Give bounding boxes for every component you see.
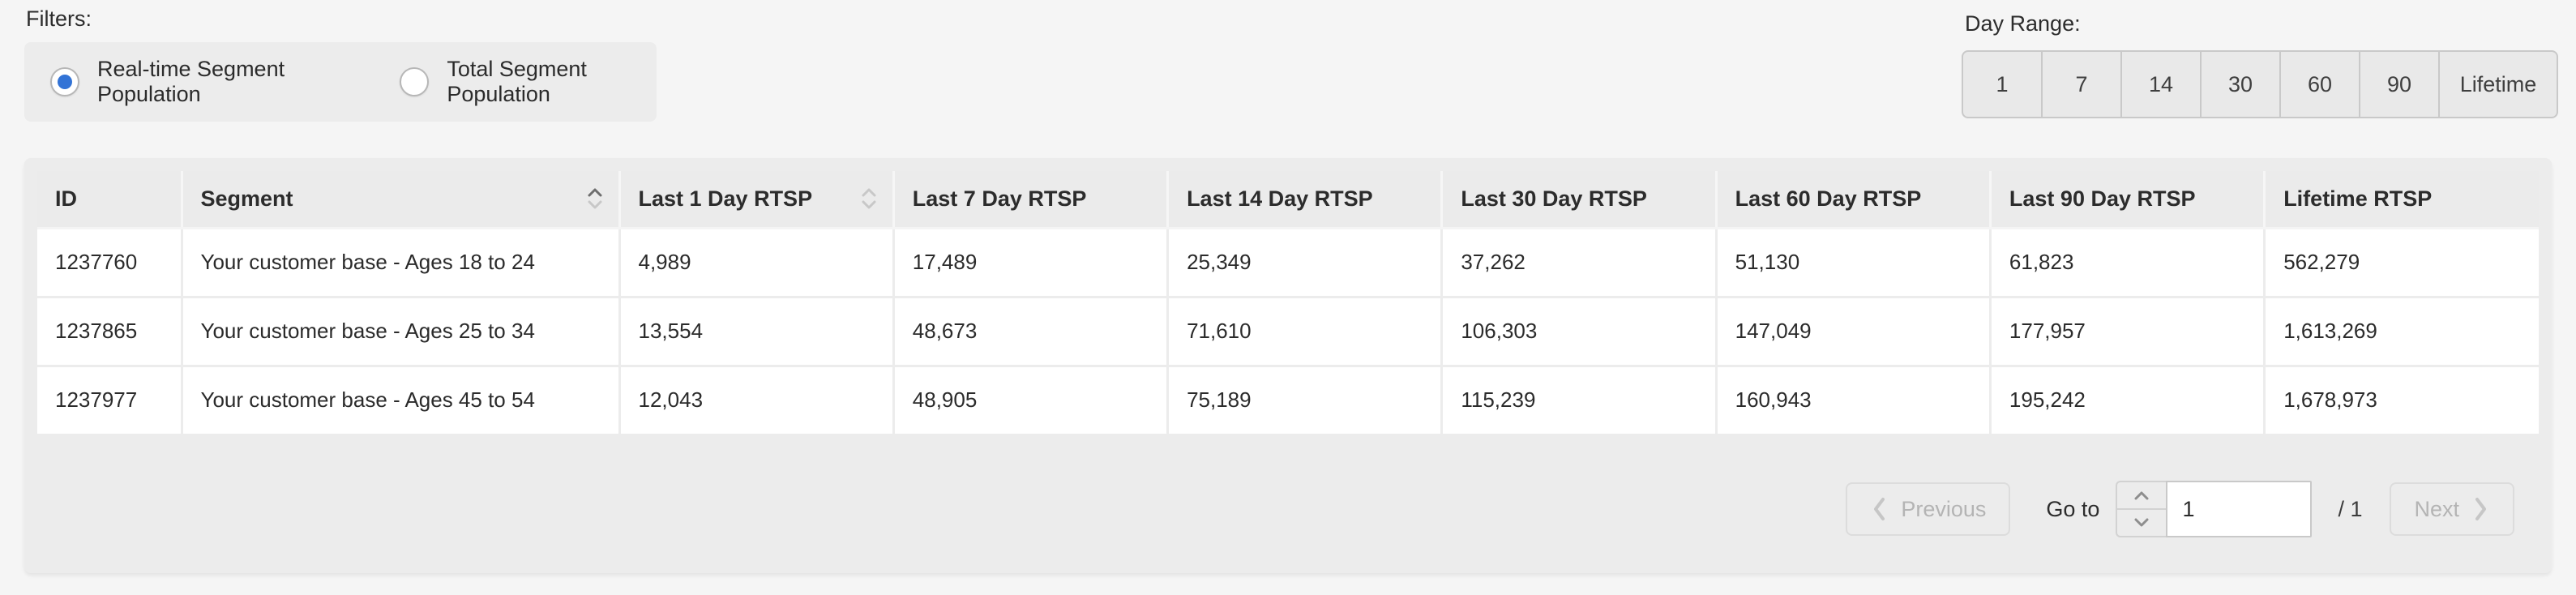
column-header-lifetime-rtsp: Lifetime RTSP (2264, 171, 2539, 229)
cell-rtsp-value: 71,610 (1167, 297, 1444, 367)
column-header-last-90-day-rtsp: Last 90 Day RTSP (1990, 171, 2266, 229)
radio-unselected-icon[interactable] (400, 67, 430, 96)
day-range-button-7[interactable]: 7 (2041, 50, 2122, 118)
column-header-label: Last 7 Day RTSP (912, 186, 1087, 211)
column-header-last-7-day-rtsp: Last 7 Day RTSP (893, 171, 1170, 229)
page-number-input[interactable] (2166, 481, 2313, 537)
cell-rtsp-value: 115,239 (1441, 366, 1718, 436)
cell-rtsp-value: 177,957 (1990, 297, 2266, 367)
next-label: Next (2414, 496, 2459, 521)
day-range-button-lifetime[interactable]: Lifetime (2438, 50, 2558, 118)
chevron-up-icon (2134, 491, 2149, 500)
cell-rtsp-value: 75,189 (1167, 366, 1444, 436)
chevron-right-icon (2475, 498, 2486, 520)
next-page-button[interactable]: Next (2390, 482, 2514, 536)
filters-label: Filters: (26, 6, 92, 31)
day-range-group: 1 7 14 30 60 90 Lifetime (1962, 50, 2558, 118)
radio-dot (407, 75, 421, 89)
column-header-label: Last 1 Day RTSP (638, 186, 813, 211)
chevron-down-icon (2134, 518, 2149, 527)
cell-id: 1237760 (37, 228, 183, 298)
day-range-button-30[interactable]: 30 (2200, 50, 2281, 118)
column-header-label: Last 60 Day RTSP (1735, 186, 1922, 211)
column-header-label: ID (55, 186, 77, 211)
cell-rtsp-value: 1,678,973 (2264, 366, 2539, 436)
table-row[interactable]: 1237760 Your customer base - Ages 18 to 2… (37, 228, 2539, 298)
column-header-last-30-day-rtsp: Last 30 Day RTSP (1441, 171, 1718, 229)
column-header-label: Lifetime RTSP (2283, 186, 2433, 211)
cell-rtsp-value: 51,130 (1716, 228, 1992, 298)
table-header-row: ID Segment Last 1 Day RTSP Last 7 Day RTSP L… (37, 171, 2539, 229)
chevron-left-icon (1874, 498, 1885, 520)
filter-radio-label: Real-time Segment Population (97, 57, 285, 106)
segment-table-card: ID Segment Last 1 Day RTSP Last 7 Day RTSP L… (24, 158, 2552, 573)
cell-rtsp-value: 1,613,269 (2264, 297, 2539, 367)
previous-page-button[interactable]: Previous (1846, 482, 2011, 536)
cell-id: 1237865 (37, 297, 183, 367)
sort-chevrons-icon[interactable] (858, 184, 879, 213)
cell-rtsp-value: 12,043 (619, 366, 895, 436)
column-header-label: Last 30 Day RTSP (1461, 186, 1647, 211)
cell-segment-name: Your customer base - Ages 45 to 54 (182, 366, 621, 436)
filter-radio-option[interactable]: Total Segment Population (400, 57, 657, 107)
column-header-last-1-day-rtsp[interactable]: Last 1 Day RTSP (619, 171, 895, 229)
goto-label: Go to (2046, 496, 2100, 521)
column-header-last-60-day-rtsp: Last 60 Day RTSP (1716, 171, 1992, 229)
cell-rtsp-value: 160,943 (1716, 366, 1992, 436)
cell-segment-name: Your customer base - Ages 18 to 24 (182, 228, 621, 298)
cell-id: 1237977 (37, 366, 183, 436)
page-stepper-down-button[interactable] (2117, 510, 2166, 536)
pagination-bar: Previous Go to / 1 Next (1846, 481, 2514, 537)
cell-rtsp-value: 147,049 (1716, 297, 1992, 367)
day-range-button-14[interactable]: 14 (2120, 50, 2202, 118)
previous-label: Previous (1901, 496, 1987, 521)
day-range-button-90[interactable]: 90 (2359, 50, 2440, 118)
filter-radio-label: Total Segment Population (447, 57, 587, 106)
cell-rtsp-value: 37,262 (1441, 228, 1718, 298)
radio-dot (58, 75, 72, 89)
day-range-label: Day Range: (1965, 11, 2081, 36)
cell-rtsp-value: 25,349 (1167, 228, 1444, 298)
cell-rtsp-value: 106,303 (1441, 297, 1718, 367)
page-stepper-up-button[interactable] (2117, 482, 2167, 510)
day-range-button-1[interactable]: 1 (1962, 50, 2043, 118)
cell-rtsp-value: 17,489 (893, 228, 1170, 298)
column-header-label: Segment (200, 186, 293, 211)
cell-rtsp-value: 13,554 (619, 297, 895, 367)
cell-rtsp-value: 61,823 (1990, 228, 2266, 298)
cell-rtsp-value: 562,279 (2264, 228, 2539, 298)
column-header-id: ID (37, 171, 183, 229)
cell-segment-name: Your customer base - Ages 25 to 34 (182, 297, 621, 367)
column-header-last-14-day-rtsp: Last 14 Day RTSP (1167, 171, 1444, 229)
cell-rtsp-value: 48,673 (893, 297, 1170, 367)
segment-population-table: ID Segment Last 1 Day RTSP Last 7 Day RTSP L… (37, 171, 2539, 436)
day-range-button-60[interactable]: 60 (2279, 50, 2360, 118)
cell-rtsp-value: 195,242 (1990, 366, 2266, 436)
cell-rtsp-value: 4,989 (619, 228, 895, 298)
cell-rtsp-value: 48,905 (893, 366, 1170, 436)
total-pages-label: / 1 (2338, 496, 2363, 521)
column-header-label: Last 90 Day RTSP (2009, 186, 2196, 211)
page-stepper (2116, 481, 2167, 537)
sort-chevrons-icon[interactable] (584, 184, 605, 213)
table-row[interactable]: 1237865 Your customer base - Ages 25 to 3… (37, 297, 2539, 367)
filters-group: Real-time Segment Population Total Segmen… (24, 42, 657, 122)
radio-selected-icon[interactable] (50, 67, 79, 96)
table-row[interactable]: 1237977 Your customer base - Ages 45 to 5… (37, 366, 2539, 436)
filter-radio-option[interactable]: Real-time Segment Population (50, 57, 348, 107)
column-header-segment[interactable]: Segment (182, 171, 621, 229)
column-header-label: Last 14 Day RTSP (1187, 186, 1373, 211)
